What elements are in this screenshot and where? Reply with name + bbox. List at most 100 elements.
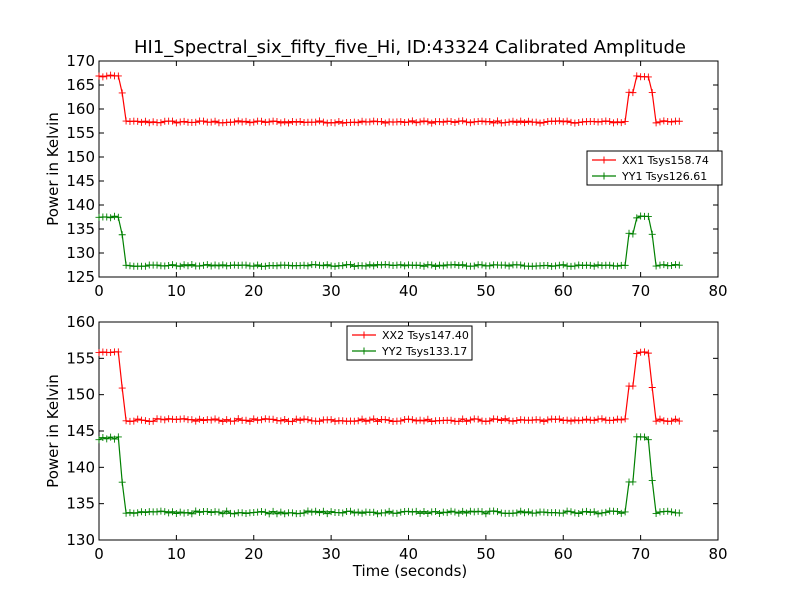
data-point	[172, 510, 180, 518]
data-point	[316, 117, 324, 125]
data-point	[478, 117, 486, 125]
data-point	[586, 508, 594, 516]
data-point	[668, 118, 676, 126]
x-axis-label: Time (seconds)	[352, 562, 468, 580]
y-tick-label: 160	[66, 313, 95, 331]
data-point	[358, 415, 366, 423]
data-point	[606, 261, 614, 269]
data-point	[582, 507, 590, 515]
data-point	[238, 509, 246, 517]
data-point	[675, 261, 683, 269]
data-point	[331, 417, 339, 425]
data-point	[598, 509, 606, 517]
legend-marker	[360, 347, 368, 355]
legend-label: YY1 Tsys126.61	[621, 170, 707, 183]
y-tick-label: 160	[66, 100, 95, 118]
data-point	[652, 509, 660, 517]
data-point	[552, 117, 560, 125]
data-point	[234, 117, 242, 125]
legend-box	[586, 150, 723, 186]
data-point	[199, 117, 207, 125]
x-tick-label: 50	[476, 282, 495, 300]
data-point	[563, 117, 571, 125]
data-point	[377, 261, 385, 269]
data-point	[540, 118, 548, 126]
data-point	[451, 118, 459, 126]
data-point	[598, 118, 606, 126]
data-point	[405, 118, 412, 126]
data-point	[416, 416, 424, 424]
data-point	[107, 71, 115, 79]
data-point	[501, 119, 509, 127]
data-point	[493, 415, 501, 423]
data-point	[107, 349, 115, 357]
data-point	[594, 510, 602, 518]
data-point	[602, 508, 610, 516]
legend: XX2 Tsys147.40 YY2 Tsys133.17	[346, 325, 473, 361]
data-point	[157, 119, 165, 127]
data-point	[675, 509, 683, 517]
data-point	[273, 416, 281, 424]
data-point	[250, 118, 258, 126]
data-point	[559, 118, 567, 126]
data-point	[215, 416, 223, 424]
data-point	[633, 350, 641, 358]
data-point	[265, 510, 273, 518]
data-point	[180, 415, 188, 423]
data-point	[563, 416, 571, 424]
data-point	[203, 507, 211, 515]
data-point	[517, 507, 525, 515]
data-point	[126, 262, 134, 270]
data-point	[401, 262, 409, 270]
data-point	[594, 261, 602, 269]
data-point	[625, 229, 633, 237]
data-point	[149, 118, 157, 126]
data-point	[582, 415, 590, 423]
data-point	[517, 117, 525, 125]
data-point	[447, 118, 455, 126]
data-point	[114, 348, 122, 356]
data-point	[629, 382, 637, 390]
data-point	[555, 117, 563, 125]
x-tick-label: 70	[631, 545, 650, 563]
data-point	[424, 118, 432, 126]
data-point	[385, 261, 393, 269]
data-point	[296, 509, 304, 517]
data-point	[114, 72, 122, 80]
data-point	[648, 383, 656, 391]
data-point	[207, 416, 215, 424]
legend-box	[346, 325, 473, 361]
data-point	[486, 417, 494, 425]
data-point	[374, 261, 382, 269]
data-point	[184, 509, 192, 517]
data-point	[656, 261, 664, 269]
data-point	[455, 417, 463, 425]
data-point	[122, 509, 130, 517]
data-point	[598, 415, 606, 423]
data-point	[455, 509, 463, 517]
data-point	[416, 261, 424, 269]
data-point	[660, 117, 668, 125]
data-point	[374, 510, 382, 518]
legend-label: YY2 Tsys133.17	[381, 345, 467, 358]
data-point	[250, 262, 258, 270]
data-point	[242, 117, 250, 125]
data-point	[397, 118, 405, 126]
data-point	[490, 119, 498, 127]
data-point	[443, 509, 451, 517]
data-point	[188, 510, 196, 518]
data-point	[633, 72, 641, 80]
data-point	[416, 509, 424, 517]
data-point	[424, 510, 432, 518]
data-point	[223, 416, 231, 424]
data-point	[188, 261, 196, 269]
data-point	[490, 507, 498, 515]
data-point	[644, 349, 652, 357]
data-point	[648, 89, 656, 97]
y-tick-label: 170	[66, 52, 95, 70]
data-point	[350, 417, 358, 425]
data-point	[254, 261, 262, 269]
data-point	[470, 262, 478, 270]
data-point	[180, 509, 188, 517]
data-point	[606, 118, 614, 126]
